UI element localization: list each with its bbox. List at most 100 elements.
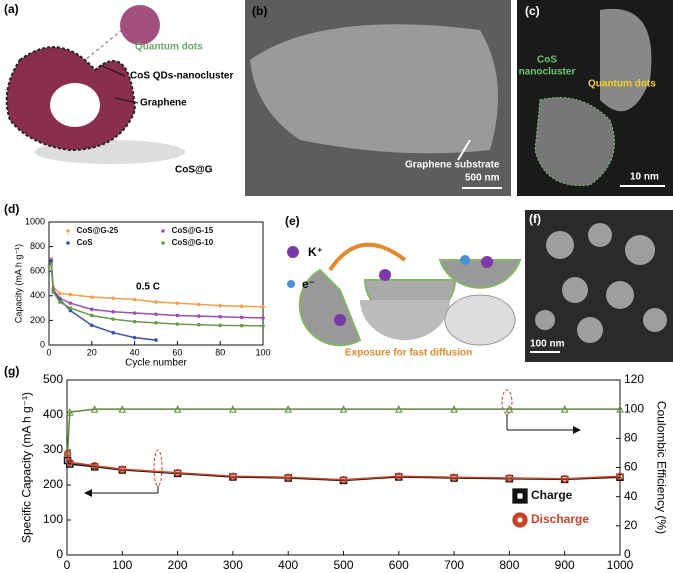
annotation: CoS [537, 55, 557, 66]
y-tick-label: 200 [30, 315, 45, 325]
x-tick-label: 100 [112, 558, 132, 572]
y-tick-label: 0 [56, 547, 63, 561]
data-point [197, 322, 201, 327]
plot-frame [48, 221, 264, 346]
data-point [57, 300, 62, 304]
annotation: Quantum dots [588, 79, 656, 90]
data-point [197, 314, 201, 318]
annotation: Graphene [140, 98, 187, 109]
x-tick-label: 1000 [607, 558, 634, 572]
x-tick-label: 400 [278, 558, 298, 572]
data-point [111, 309, 115, 314]
y-tick-label: 600 [30, 266, 45, 276]
panel-label: (b) [252, 4, 267, 18]
data-point [239, 323, 244, 328]
x-tick-label: 200 [168, 558, 188, 572]
legend-label: CoS [77, 238, 94, 247]
data-point [616, 472, 624, 480]
data-point [68, 301, 73, 305]
annotation: Graphene substrate [405, 160, 500, 171]
data-point [51, 290, 56, 294]
data-point [154, 312, 158, 317]
data-point [111, 296, 115, 301]
legend-label: Charge [531, 488, 573, 502]
data-point [49, 259, 53, 264]
scale-bar-label: 500 nm [465, 173, 500, 184]
data-point [49, 262, 53, 266]
data-point [450, 473, 458, 482]
y-tick-label: 400 [43, 407, 63, 421]
y2-tick-label: 0 [624, 547, 631, 561]
data-point [154, 321, 158, 325]
legend-label: CoS@G-15 [172, 226, 214, 235]
data-point [229, 472, 237, 480]
legend-marker [161, 241, 165, 245]
x-tick-label: 900 [555, 558, 575, 572]
data-point [395, 472, 403, 480]
legend-label: CoS@G-25 [77, 226, 119, 235]
y2-tick-label: 100 [624, 401, 644, 415]
data-point [63, 449, 72, 458]
legend-label: CoS@G-10 [172, 238, 214, 247]
y-tick-label: 100 [43, 512, 63, 526]
data-point [229, 405, 237, 413]
y-tick-label: 200 [43, 477, 63, 491]
y2-tick-label: 40 [624, 489, 638, 503]
data-point [261, 324, 265, 328]
data-point [111, 317, 115, 321]
data-point [111, 330, 115, 335]
x-tick-label: 40 [130, 347, 140, 357]
x-tick-label: 100 [255, 347, 270, 357]
data-point [261, 305, 265, 309]
data-point [132, 335, 137, 340]
data-point [68, 306, 73, 310]
hollow-sphere-schematic [287, 242, 522, 347]
x-tick-label: 500 [333, 558, 353, 572]
panel-label: (e) [285, 214, 300, 228]
data-point [57, 291, 62, 296]
y2-tick-label: 60 [624, 460, 638, 474]
data-point [450, 405, 458, 413]
y-axis-label: Capacity (mA h g⁻¹) [14, 244, 24, 323]
annotation: CoS QDs-nanocluster [130, 71, 233, 82]
x-tick-label: 60 [172, 347, 182, 357]
x-tick-label: 0 [64, 558, 71, 572]
data-point [394, 405, 403, 413]
x-tick-label: 600 [389, 558, 409, 572]
data-point [505, 405, 514, 413]
data-point [218, 314, 222, 319]
y-tick-label: 800 [30, 241, 45, 251]
y-tick-label: 1000 [25, 216, 45, 226]
y2-tick-label: 80 [624, 431, 638, 445]
data-point [616, 405, 624, 413]
data-point [118, 465, 127, 473]
panel-label: (d) [4, 202, 19, 216]
legend-marker [512, 488, 528, 504]
data-point [175, 313, 180, 318]
panel-label: (g) [4, 364, 19, 378]
data-point [68, 308, 73, 313]
data-point [132, 311, 137, 315]
annotation: 0.5 C [136, 282, 160, 293]
data-point [90, 307, 94, 312]
data-point [175, 301, 180, 305]
legend-marker [161, 229, 165, 233]
series-line [66, 453, 621, 481]
annotation: CoS@G [175, 165, 213, 176]
data-point [505, 474, 514, 482]
y-tick-label: 300 [43, 442, 63, 456]
scale-bar-label: 100 nm [530, 339, 565, 350]
y-tick-label: 500 [43, 372, 63, 386]
x-tick-label: 20 [87, 347, 97, 357]
data-point [90, 462, 99, 470]
legend-marker [66, 229, 70, 233]
legend-marker [512, 512, 528, 528]
graphene-illustration [5, 5, 185, 164]
data-point [66, 458, 74, 466]
panel-label: (a) [4, 2, 19, 16]
data-point [154, 300, 158, 304]
data-point [68, 292, 73, 297]
data-point [284, 405, 293, 413]
data-point [173, 405, 182, 413]
data-point [560, 405, 569, 413]
